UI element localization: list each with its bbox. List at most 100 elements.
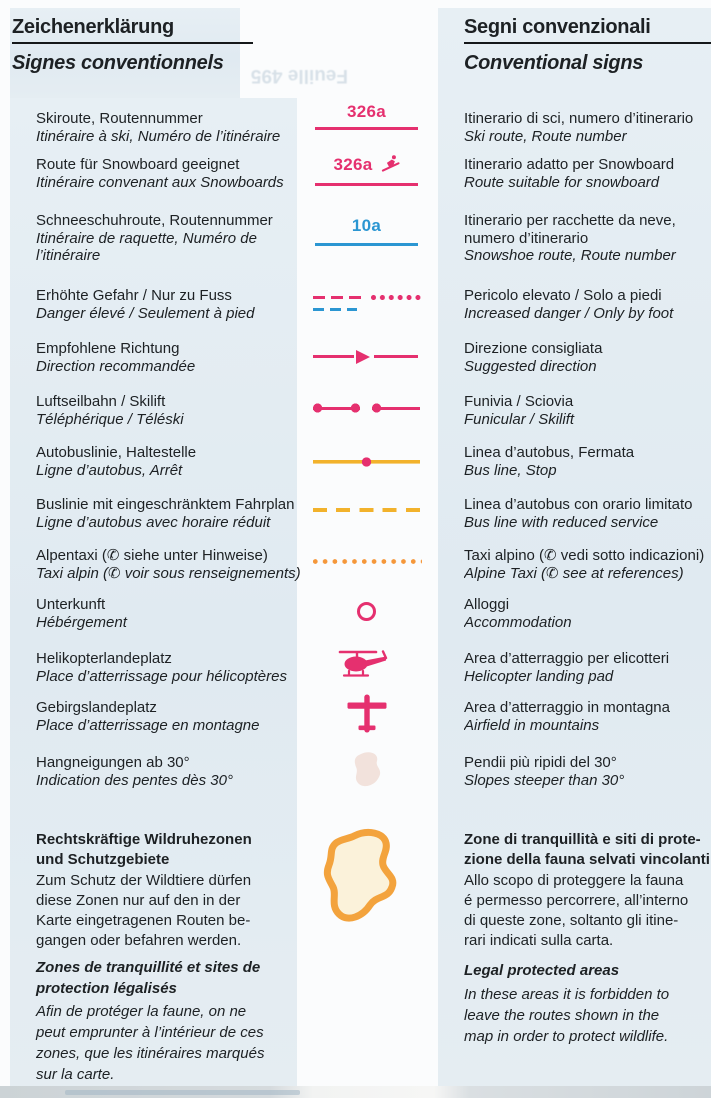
text-line: Bus line, Stop	[464, 461, 557, 479]
title-fr: Signes conventionnels	[12, 52, 224, 74]
row-taxi-right: Taxi alpino (✆ vedi sotto indicazioni) A…	[464, 547, 711, 582]
text-line: peut emprunter à l’intérieur de ces	[36, 1024, 264, 1041]
row-busline-right: Linea d’autobus, Fermata Bus line, Stop	[464, 444, 711, 479]
text-line: Area d’atterraggio per elicotteri	[464, 650, 670, 667]
only-by-foot-dots-symbol	[371, 295, 422, 300]
text-line: map in order to protect wildlife.	[464, 1028, 669, 1045]
text-line: Bus line with reduced service	[464, 513, 659, 531]
text-line: Itinerario adatto per Snowboard	[464, 156, 675, 173]
text-line: Airfield in mountains	[464, 716, 600, 734]
text-line: diese Zonen nur auf den in der	[36, 892, 241, 909]
text-line: Helicopter landing pad	[464, 667, 614, 685]
wildlife-zones-title-de: Rechtskräftige Wildruhezonen und Schutzg…	[36, 830, 252, 869]
row-busreduced-right: Linea d’autobus con orario limitato Bus …	[464, 496, 711, 531]
line	[374, 354, 418, 359]
airplane-icon	[347, 694, 387, 733]
text-line: di queste zone, soltanto gli itine-	[464, 912, 679, 929]
row-accommodation-left: Unterkunft Hébérgement	[36, 596, 127, 631]
text-line: gangen oder befahren werden.	[36, 932, 242, 949]
row-snowboard-right: Itinerario adatto per Snowboard Route su…	[464, 156, 711, 191]
body-right-panel	[438, 8, 711, 1090]
text-line: Linea d’autobus con orario limitato	[464, 496, 693, 513]
text-line: Rechtskräftige Wildruhezonen	[36, 831, 252, 848]
title-de: Zeichenerklärung	[12, 16, 174, 38]
snowboard-route-number-label: 326a	[313, 154, 420, 175]
row-taxi-left: Alpentaxi (✆ siehe unter Hinweise) Taxi …	[36, 547, 301, 582]
text-line: Taxi alpino (✆ vedi sotto indicazioni)	[464, 547, 705, 564]
route-number: 326a	[333, 155, 373, 174]
ski-route-number-label: 326a	[346, 102, 387, 121]
row-snowshoe-right: Itinerario per racchette da neve, numero…	[464, 212, 711, 265]
text-line: Gebirgslandeplatz	[36, 699, 157, 716]
text-line: Alpentaxi (✆ siehe unter Hinweise)	[36, 547, 268, 564]
text-line: Ski route, Route number	[464, 127, 627, 145]
text-line: leave the routes shown in the	[464, 1007, 660, 1024]
row-direction-right: Direzione consigliata Suggested directio…	[464, 340, 711, 375]
text-line: Buslinie mit eingeschränktem Fahrplan	[36, 496, 295, 513]
wildlife-zones-body-en: In these areas it is forbidden to leave …	[464, 984, 711, 1047]
text-line: Schneeschuhroute, Routennummer	[36, 212, 273, 229]
title-it: Segni convenzionali	[464, 16, 651, 38]
text-line: Route für Snowboard geeignet	[36, 156, 240, 173]
skilift-symbol	[372, 403, 420, 413]
text-line: rari indicati sulla carta.	[464, 932, 614, 949]
text-line: Indication des pentes dès 30°	[36, 771, 233, 789]
bleedthrough-text: Feuille 495	[250, 65, 348, 86]
row-danger-left: Erhöhte Gefahr / Nur zu Fuss Danger élev…	[36, 287, 254, 322]
header-rule-left	[12, 42, 253, 45]
text-line: Pericolo elevato / Solo a piedi	[464, 287, 662, 304]
row-airfield-right: Area d’atterraggio in montagna Airfield …	[464, 699, 711, 734]
text-line: Karte eingetragenen Routen be-	[36, 912, 251, 929]
text-line: Zones de tranquillité et sites de	[36, 959, 261, 976]
text-line: Skiroute, Routennummer	[36, 110, 203, 127]
wildlife-zones-body-it: Allo scopo di proteggere la fauna é perm…	[464, 871, 711, 951]
wildlife-zones-title-it: Zone di tranquillità e siti di prote- zi…	[464, 830, 711, 869]
text-line: Place d’atterrissage en montagne	[36, 716, 260, 734]
danger-blue-dashes-symbol	[313, 308, 357, 312]
row-skiroute-left: Skiroute, Routennummer Itinéraire à ski,…	[36, 110, 280, 145]
suggested-direction-arrow-symbol	[313, 349, 418, 364]
wildlife-zones-body-fr: Afin de protéger la faune, on ne peut em…	[36, 1001, 264, 1085]
text-line: Itinéraire de raquette, Numéro de	[36, 229, 257, 247]
text-line: Itinéraire convenant aux Snowboards	[36, 173, 284, 191]
text-line: Hangneigungen ab 30°	[36, 754, 190, 771]
row-skiroute-right: Itinerario di sci, numero d’itinerario S…	[464, 110, 711, 145]
text-line: Erhöhte Gefahr / Nur zu Fuss	[36, 287, 232, 304]
text-line: Taxi alpin (✆ voir sous renseignements)	[36, 564, 301, 582]
steep-slope-patch-icon	[354, 752, 381, 787]
text-line: Pendii più ripidi del 30°	[464, 754, 617, 771]
text-line: Direzione consigliata	[464, 340, 603, 357]
bus-line-stop-symbol	[313, 457, 420, 467]
row-helipad-right: Area d’atterraggio per elicotteri Helico…	[464, 650, 711, 685]
text-line: Snowshoe route, Route number	[464, 247, 676, 264]
text-line: Danger élevé / Seulement à pied	[36, 304, 255, 322]
ski-route-line-symbol	[315, 127, 418, 131]
text-line: Empfohlene Richtung	[36, 340, 180, 357]
title-en: Conventional signs	[464, 52, 644, 74]
text-line: Luftseilbahn / Skilift	[36, 393, 166, 410]
text-line: Legal protected areas	[464, 962, 620, 979]
arrowhead-icon	[356, 349, 370, 364]
text-line: protection légalisés	[36, 979, 177, 997]
text-line: Linea d’autobus, Fermata	[464, 444, 635, 461]
row-busreduced-left: Buslinie mit eingeschränktem Fahrplan Li…	[36, 496, 294, 531]
wildlife-zones-title-en: Legal protected areas	[464, 961, 711, 982]
text-line: Suggested direction	[464, 357, 597, 375]
text-line: Increased danger / Only by foot	[464, 304, 674, 322]
text-line: Unterkunft	[36, 596, 106, 613]
text-line: Slopes steeper than 30°	[464, 771, 625, 789]
page-bottom-edge	[0, 1086, 711, 1098]
text-line: Autobuslinie, Haltestelle	[36, 444, 197, 461]
text-line: Helikopterlandeplatz	[36, 650, 172, 667]
alpine-taxi-dots-symbol	[313, 559, 422, 564]
row-danger-right: Pericolo elevato / Solo a piedi Increase…	[464, 287, 711, 322]
text-line: Afin de protéger la faune, on ne	[36, 1003, 247, 1020]
row-slope-left: Hangneigungen ab 30° Indication des pent…	[36, 754, 233, 789]
snowboard-route-line-symbol	[315, 183, 418, 187]
text-line: Zum Schutz der Wildtiere dürfen	[36, 872, 252, 889]
row-snowshoe-left: Schneeschuhroute, Routennummer Itinérair…	[36, 212, 273, 265]
text-line: Direction recommandée	[36, 357, 196, 375]
body-left-panel	[10, 98, 297, 1090]
text-line: Accommodation	[464, 613, 572, 631]
